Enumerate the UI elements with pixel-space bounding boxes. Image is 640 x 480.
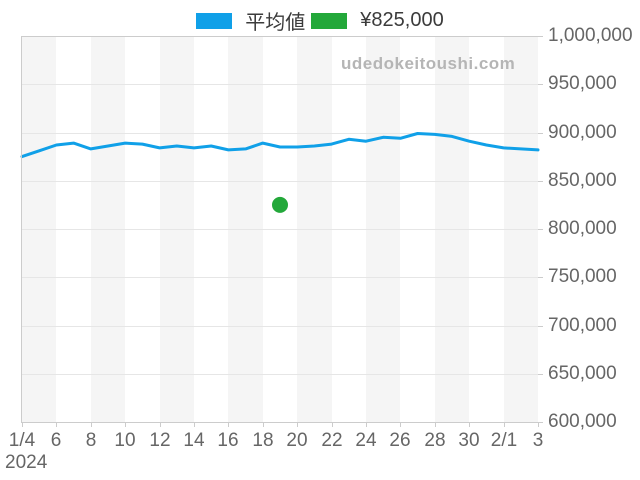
gridline <box>22 181 538 182</box>
x-axis-tick <box>194 422 195 427</box>
gridline <box>22 133 538 134</box>
listing-price-label: ¥825,000 <box>360 9 444 31</box>
y-axis-tick <box>538 326 543 327</box>
chart-legend: 平均値 ¥825,000 <box>0 6 640 35</box>
x-axis-tick <box>469 422 470 427</box>
x-axis-tick <box>125 422 126 427</box>
x-axis-line <box>21 422 539 423</box>
y-axis-tick <box>538 181 543 182</box>
average-price-line <box>20 132 540 159</box>
x-axis-tick <box>22 422 23 427</box>
listing-price-swatch <box>311 12 348 29</box>
y-axis-label: 800,000 <box>548 218 617 239</box>
x-axis-label: 3 <box>532 430 544 451</box>
x-axis-tick <box>297 422 298 427</box>
x-axis-tick <box>400 422 401 427</box>
y-axis-label: 1,000,000 <box>548 25 633 46</box>
x-axis-year-label: 2024 <box>5 452 48 473</box>
average-series-label: 平均値 <box>245 12 306 34</box>
legend-item-average: 平均値 <box>196 6 305 35</box>
y-axis-label: 650,000 <box>548 363 617 384</box>
x-axis-tick <box>435 422 436 427</box>
x-axis-tick <box>263 422 264 427</box>
x-axis-tick <box>332 422 333 427</box>
y-axis-tick <box>538 229 543 230</box>
gridline <box>22 374 538 375</box>
x-axis-label: 20 <box>286 430 308 451</box>
x-axis-tick <box>538 422 539 427</box>
x-axis-label: 18 <box>252 430 274 451</box>
x-axis-tick <box>160 422 161 427</box>
y-axis-tick <box>538 133 543 134</box>
gridline <box>22 229 538 230</box>
x-axis-tick <box>366 422 367 427</box>
watermark: udedokeitoushi.com <box>341 54 516 73</box>
y-axis-tick <box>538 374 543 375</box>
x-axis-label: 26 <box>389 430 411 451</box>
average-series-swatch <box>196 12 233 29</box>
gridline <box>22 326 538 327</box>
x-axis-label: 8 <box>85 430 97 451</box>
x-axis-label: 14 <box>183 430 205 451</box>
y-axis-tick <box>538 36 543 37</box>
y-axis-tick <box>538 84 543 85</box>
x-axis-label: 6 <box>50 430 62 451</box>
y-axis-label: 900,000 <box>548 122 617 143</box>
plot-area <box>20 36 540 422</box>
x-axis-label: 1/4 <box>8 430 36 451</box>
x-axis-tick <box>228 422 229 427</box>
y-axis-label: 950,000 <box>548 73 617 94</box>
x-axis-label: 28 <box>424 430 446 451</box>
listing-price-point <box>272 196 288 213</box>
legend-item-listing-price: ¥825,000 <box>311 9 444 32</box>
x-axis-tick <box>504 422 505 427</box>
y-axis-label: 850,000 <box>548 170 617 191</box>
x-axis-label: 16 <box>217 430 239 451</box>
x-axis-label: 24 <box>355 430 377 451</box>
y-axis-tick <box>538 277 543 278</box>
y-axis-line <box>21 36 22 422</box>
x-axis-label: 12 <box>149 430 171 451</box>
x-axis-tick <box>56 422 57 427</box>
y-axis-label: 700,000 <box>548 315 617 336</box>
x-axis-label: 30 <box>458 430 480 451</box>
gridline <box>22 36 538 37</box>
x-axis-label: 22 <box>321 430 343 451</box>
y-axis-label: 600,000 <box>548 411 617 432</box>
y-axis-label: 750,000 <box>548 266 617 287</box>
series-layer <box>20 132 540 213</box>
gridline <box>22 84 538 85</box>
gridline <box>22 277 538 278</box>
x-axis-label: 10 <box>114 430 136 451</box>
x-axis-label: 2/1 <box>490 430 518 451</box>
x-axis-tick <box>91 422 92 427</box>
y-axis-tick <box>538 422 543 423</box>
